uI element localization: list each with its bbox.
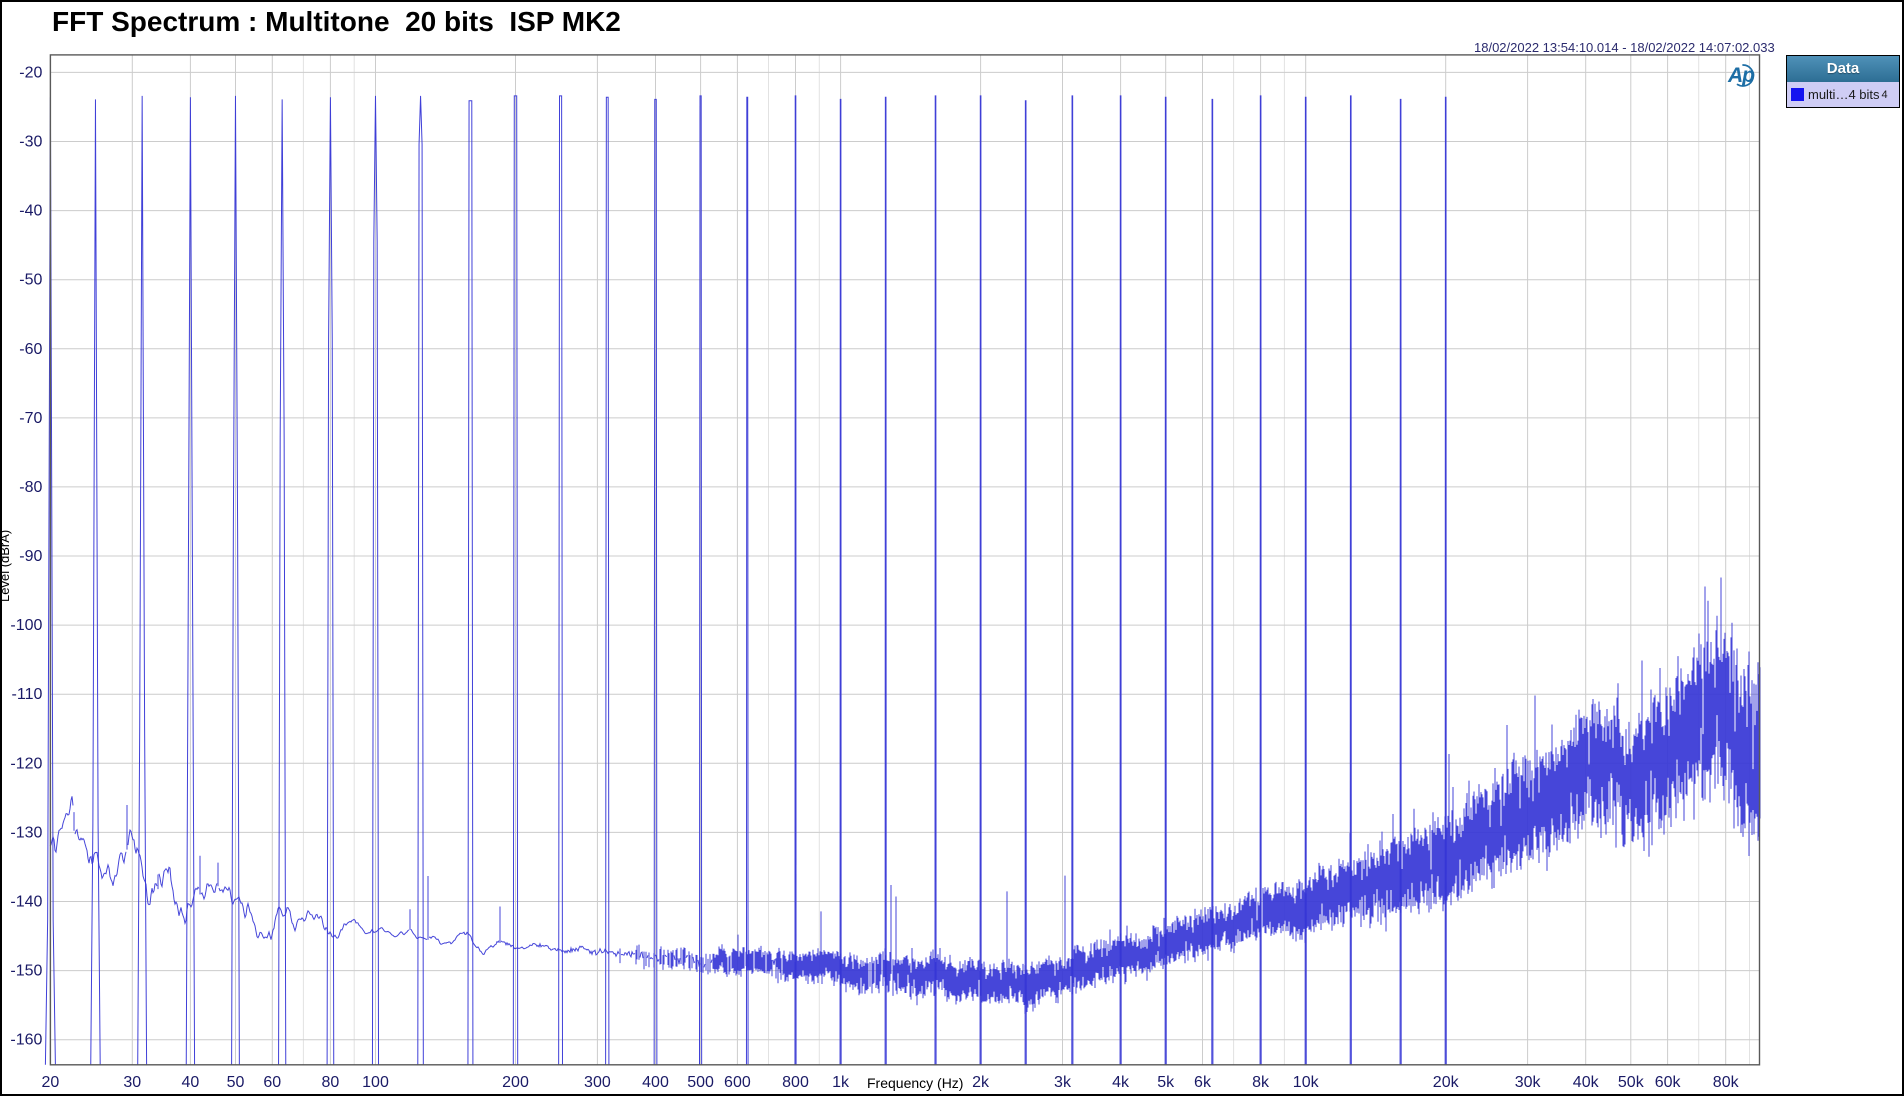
- svg-text:1k: 1k: [832, 1074, 850, 1091]
- svg-text:30: 30: [123, 1074, 141, 1091]
- svg-text:-20: -20: [19, 64, 42, 81]
- svg-text:30k: 30k: [1515, 1074, 1542, 1091]
- svg-text:50: 50: [227, 1074, 245, 1091]
- svg-text:-80: -80: [19, 479, 42, 496]
- svg-text:-70: -70: [19, 410, 42, 427]
- svg-text:-150: -150: [10, 963, 42, 980]
- svg-text:-140: -140: [10, 894, 42, 911]
- svg-text:-90: -90: [19, 548, 42, 565]
- svg-text:200: 200: [502, 1074, 529, 1091]
- svg-text:-160: -160: [10, 1032, 42, 1049]
- svg-text:80: 80: [322, 1074, 340, 1091]
- svg-text:-50: -50: [19, 272, 42, 289]
- svg-text:2k: 2k: [972, 1074, 990, 1091]
- svg-text:60k: 60k: [1655, 1074, 1682, 1091]
- svg-text:3k: 3k: [1054, 1074, 1072, 1091]
- svg-text:-30: -30: [19, 134, 42, 151]
- svg-text:-60: -60: [19, 341, 42, 358]
- svg-text:4k: 4k: [1112, 1074, 1130, 1091]
- svg-text:-100: -100: [10, 617, 42, 634]
- svg-text:100: 100: [362, 1074, 389, 1091]
- svg-text:8k: 8k: [1252, 1074, 1270, 1091]
- svg-text:60: 60: [263, 1074, 281, 1091]
- svg-text:600: 600: [724, 1074, 751, 1091]
- svg-text:10k: 10k: [1293, 1074, 1320, 1091]
- svg-text:-40: -40: [19, 203, 42, 220]
- svg-text:20k: 20k: [1433, 1074, 1460, 1091]
- svg-text:500: 500: [687, 1074, 714, 1091]
- svg-text:800: 800: [782, 1074, 809, 1091]
- svg-text:40: 40: [182, 1074, 200, 1091]
- svg-text:-130: -130: [10, 824, 42, 841]
- svg-text:-110: -110: [12, 686, 43, 703]
- svg-text:5k: 5k: [1157, 1074, 1175, 1091]
- svg-text:6k: 6k: [1194, 1074, 1212, 1091]
- svg-text:50k: 50k: [1618, 1074, 1645, 1091]
- svg-text:300: 300: [584, 1074, 611, 1091]
- svg-text:40k: 40k: [1573, 1074, 1600, 1091]
- svg-text:80k: 80k: [1713, 1074, 1740, 1091]
- svg-text:-120: -120: [10, 755, 42, 772]
- svg-text:400: 400: [642, 1074, 669, 1091]
- svg-text:20: 20: [42, 1074, 60, 1091]
